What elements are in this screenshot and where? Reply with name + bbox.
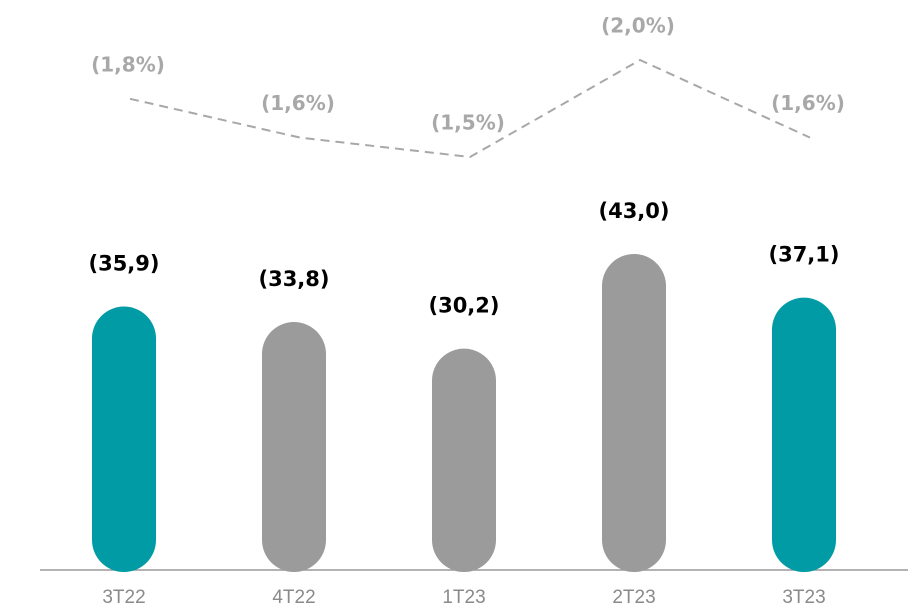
bar-value-label: (43,0) <box>598 199 669 223</box>
line-value-label: (1,5%) <box>431 111 505 135</box>
x-tick-label: 1T23 <box>442 587 485 608</box>
bar <box>602 254 666 572</box>
line-value-label: (1,6%) <box>261 91 335 115</box>
line <box>129 58 811 159</box>
line-value-label: (1,6%) <box>771 91 845 115</box>
x-tick-label: 3T23 <box>782 587 825 608</box>
x-tick-label: 3T22 <box>102 587 145 608</box>
bar-value-label: (33,8) <box>258 267 329 291</box>
bar-value-label: (30,2) <box>428 294 499 318</box>
bar <box>262 322 326 572</box>
bar-value-label: (37,1) <box>768 243 839 267</box>
bar <box>772 297 836 572</box>
bar <box>92 306 156 572</box>
bar <box>432 348 496 572</box>
line-value-label: (2,0%) <box>601 14 675 38</box>
line-value-label: (1,8%) <box>91 52 165 76</box>
bar-value-label: (35,9) <box>88 252 159 276</box>
x-tick-label: 4T22 <box>272 587 315 608</box>
x-tick-label: 2T23 <box>612 587 655 608</box>
